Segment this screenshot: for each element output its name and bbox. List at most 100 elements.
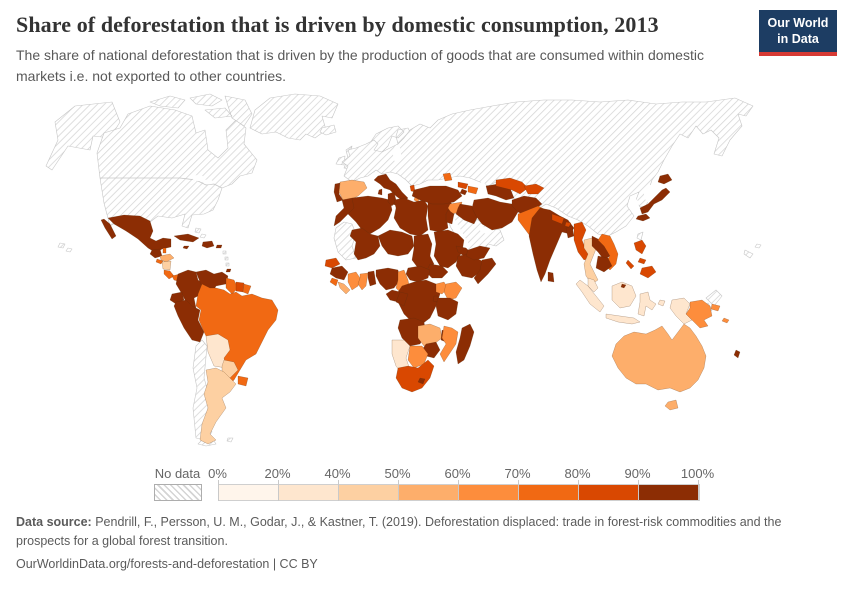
region-zambia[interactable] (417, 323, 443, 347)
region-nepal[interactable] (551, 213, 565, 225)
region-trinidad[interactable] (225, 268, 232, 273)
region-french-guiana[interactable] (242, 283, 252, 295)
chart-subtitle: The share of national deforestation that… (16, 47, 704, 84)
region-libya[interactable] (393, 197, 429, 237)
region-taiwan[interactable] (636, 231, 644, 241)
region-australia[interactable] (611, 323, 707, 411)
region-yemen[interactable] (465, 245, 491, 261)
legend-bin-40-50[interactable] (338, 484, 399, 500)
legend-bin-80-90[interactable] (578, 484, 639, 500)
region-canada-usa[interactable] (96, 105, 258, 229)
region-sri-lanka[interactable] (547, 271, 555, 283)
legend-no-data-swatch[interactable] (153, 483, 202, 501)
region-peru[interactable] (173, 299, 205, 343)
region-moldova[interactable] (442, 172, 453, 182)
region-nigeria[interactable] (375, 267, 401, 291)
legend-bin-0-20[interactable] (218, 484, 279, 500)
region-turkey[interactable] (411, 185, 463, 205)
legend-bin-60-70[interactable] (458, 484, 519, 500)
region-chile[interactable] (192, 339, 213, 441)
region-solomon-islands[interactable] (721, 317, 730, 324)
region-honduras[interactable] (159, 253, 175, 263)
region-gabon[interactable] (385, 289, 401, 303)
region-el-salvador[interactable] (155, 258, 164, 265)
region-mauritania-western-sahara[interactable] (333, 221, 357, 261)
legend-color-scale[interactable]: 0% 20% 40% 50% 60% 70% 80% 90% 100% (206, 466, 717, 501)
region-liberia[interactable] (337, 281, 351, 295)
region-somalia[interactable] (473, 257, 497, 285)
region-south-africa[interactable] (395, 359, 435, 393)
region-puerto-rico[interactable] (215, 244, 223, 249)
owid-logo[interactable]: Our World in Data (759, 10, 837, 57)
region-iran[interactable] (471, 197, 519, 231)
region-fiji[interactable] (754, 243, 762, 249)
region-azerbaijan[interactable] (467, 185, 479, 195)
region-bolivia[interactable] (205, 333, 231, 369)
region-cambodia[interactable] (595, 255, 613, 273)
region-papua-new-guinea[interactable] (685, 299, 721, 329)
region-hawaii[interactable] (57, 242, 73, 253)
legend-bin-50-60[interactable] (398, 484, 459, 500)
region-guinea[interactable] (329, 265, 349, 281)
legend-no-data[interactable]: No data (152, 466, 204, 501)
region-kenya[interactable] (443, 281, 463, 301)
region-philippines[interactable] (625, 239, 657, 279)
region-sierra-leone[interactable] (329, 277, 339, 287)
region-kyrgyzstan-tajikistan[interactable] (523, 183, 545, 195)
region-mozambique[interactable] (439, 325, 459, 363)
region-costa-rica[interactable] (163, 269, 175, 280)
legend-bin-90-100[interactable] (638, 484, 699, 500)
region-mexico[interactable] (100, 214, 172, 254)
region-senegal[interactable] (324, 257, 341, 269)
region-tunisia[interactable] (387, 191, 397, 207)
region-ghana[interactable] (357, 272, 369, 291)
region-lesotho[interactable] (417, 377, 426, 385)
region-nicaragua[interactable] (161, 260, 172, 271)
region-central-african-republic[interactable] (405, 265, 431, 283)
legend-bin-70-80[interactable] (518, 484, 579, 500)
region-vietnam[interactable] (597, 233, 619, 271)
region-eurasia[interactable] (341, 97, 754, 237)
legend-bin-20-40[interactable] (278, 484, 339, 500)
region-argentina[interactable] (199, 367, 237, 445)
region-brazil[interactable] (195, 283, 279, 385)
region-togo-benin[interactable] (367, 270, 377, 287)
region-guyana[interactable] (225, 277, 239, 295)
owid-url-license[interactable]: OurWorldinData.org/forests-and-deforesta… (16, 557, 318, 572)
region-new-caledonia[interactable] (743, 249, 754, 259)
region-malaysia[interactable] (587, 277, 599, 293)
region-cuba[interactable] (173, 233, 200, 243)
region-madagascar[interactable] (455, 323, 475, 365)
region-israel-jordan[interactable] (445, 209, 455, 225)
region-falklands[interactable] (226, 437, 234, 443)
region-bahamas[interactable] (194, 227, 207, 239)
region-niger[interactable] (377, 229, 415, 257)
region-brunei[interactable] (620, 283, 627, 289)
region-algeria[interactable] (347, 195, 393, 235)
region-japan[interactable] (635, 173, 673, 222)
legend-color-bar[interactable] (217, 483, 700, 501)
legend-tick-label: 100% (678, 465, 717, 481)
region-lesser-antilles[interactable] (222, 250, 230, 267)
region-vanuatu[interactable] (733, 349, 741, 359)
region-congo[interactable] (395, 291, 409, 307)
region-suriname[interactable] (235, 281, 245, 293)
chart-title: Share of deforestation that is driven by… (16, 12, 659, 37)
region-cote-divoire[interactable] (347, 271, 361, 291)
region-sudan[interactable] (433, 229, 465, 269)
region-indonesia[interactable] (575, 279, 693, 325)
region-india[interactable] (528, 207, 575, 283)
region-belize[interactable] (162, 247, 167, 254)
region-tanzania[interactable] (435, 297, 459, 321)
region-canadian-arctic[interactable] (149, 93, 253, 127)
region-mali[interactable] (349, 227, 381, 261)
region-iceland[interactable] (319, 124, 337, 136)
region-georgia[interactable] (457, 181, 469, 190)
region-jamaica[interactable] (182, 245, 190, 250)
region-armenia[interactable] (459, 188, 468, 196)
region-greenland[interactable] (249, 93, 339, 141)
region-uzbekistan[interactable] (495, 177, 529, 195)
region-guatemala[interactable] (149, 248, 163, 259)
region-hispaniola[interactable] (201, 240, 215, 249)
region-uruguay[interactable] (237, 375, 249, 387)
